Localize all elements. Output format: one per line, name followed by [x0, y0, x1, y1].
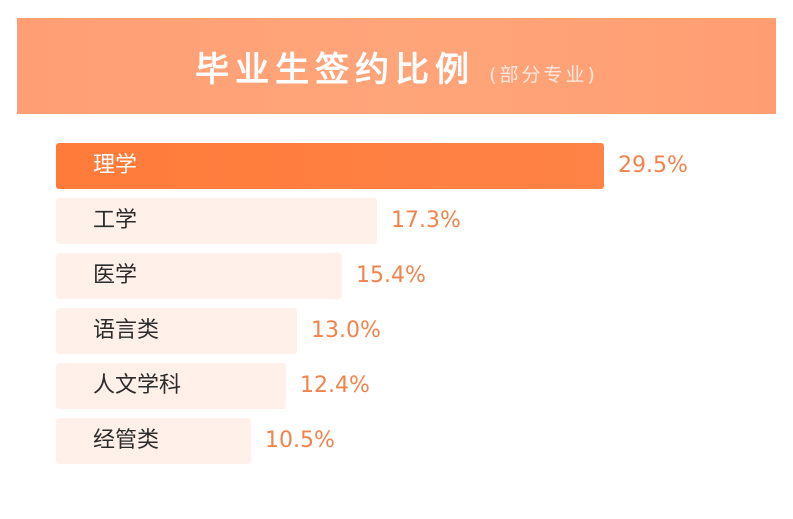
category-label: 理学: [93, 153, 138, 178]
value-label: 17.3%: [391, 208, 461, 233]
category-label: 人文学科: [93, 373, 182, 398]
category-label: 医学: [93, 263, 138, 288]
value-label: 10.5%: [265, 428, 335, 453]
value-label: 13.0%: [311, 318, 381, 343]
bar: [56, 198, 377, 244]
category-label: 工学: [93, 208, 138, 233]
value-label: 15.4%: [356, 263, 426, 288]
bar: [56, 253, 342, 299]
bar: [56, 363, 286, 409]
chart-header: 毕业生签约比例 (部分专业): [17, 18, 776, 114]
value-label: 12.4%: [300, 373, 370, 398]
bar: [56, 308, 297, 354]
chart-subtitle: (部分专业): [489, 63, 598, 86]
title-group: 毕业生签约比例 (部分专业): [195, 42, 598, 91]
chart-title: 毕业生签约比例: [195, 49, 476, 90]
category-label: 语言类: [93, 318, 160, 343]
bar: [56, 143, 604, 189]
category-label: 经管类: [93, 428, 160, 453]
value-label: 29.5%: [618, 153, 688, 178]
bar: [56, 418, 251, 464]
